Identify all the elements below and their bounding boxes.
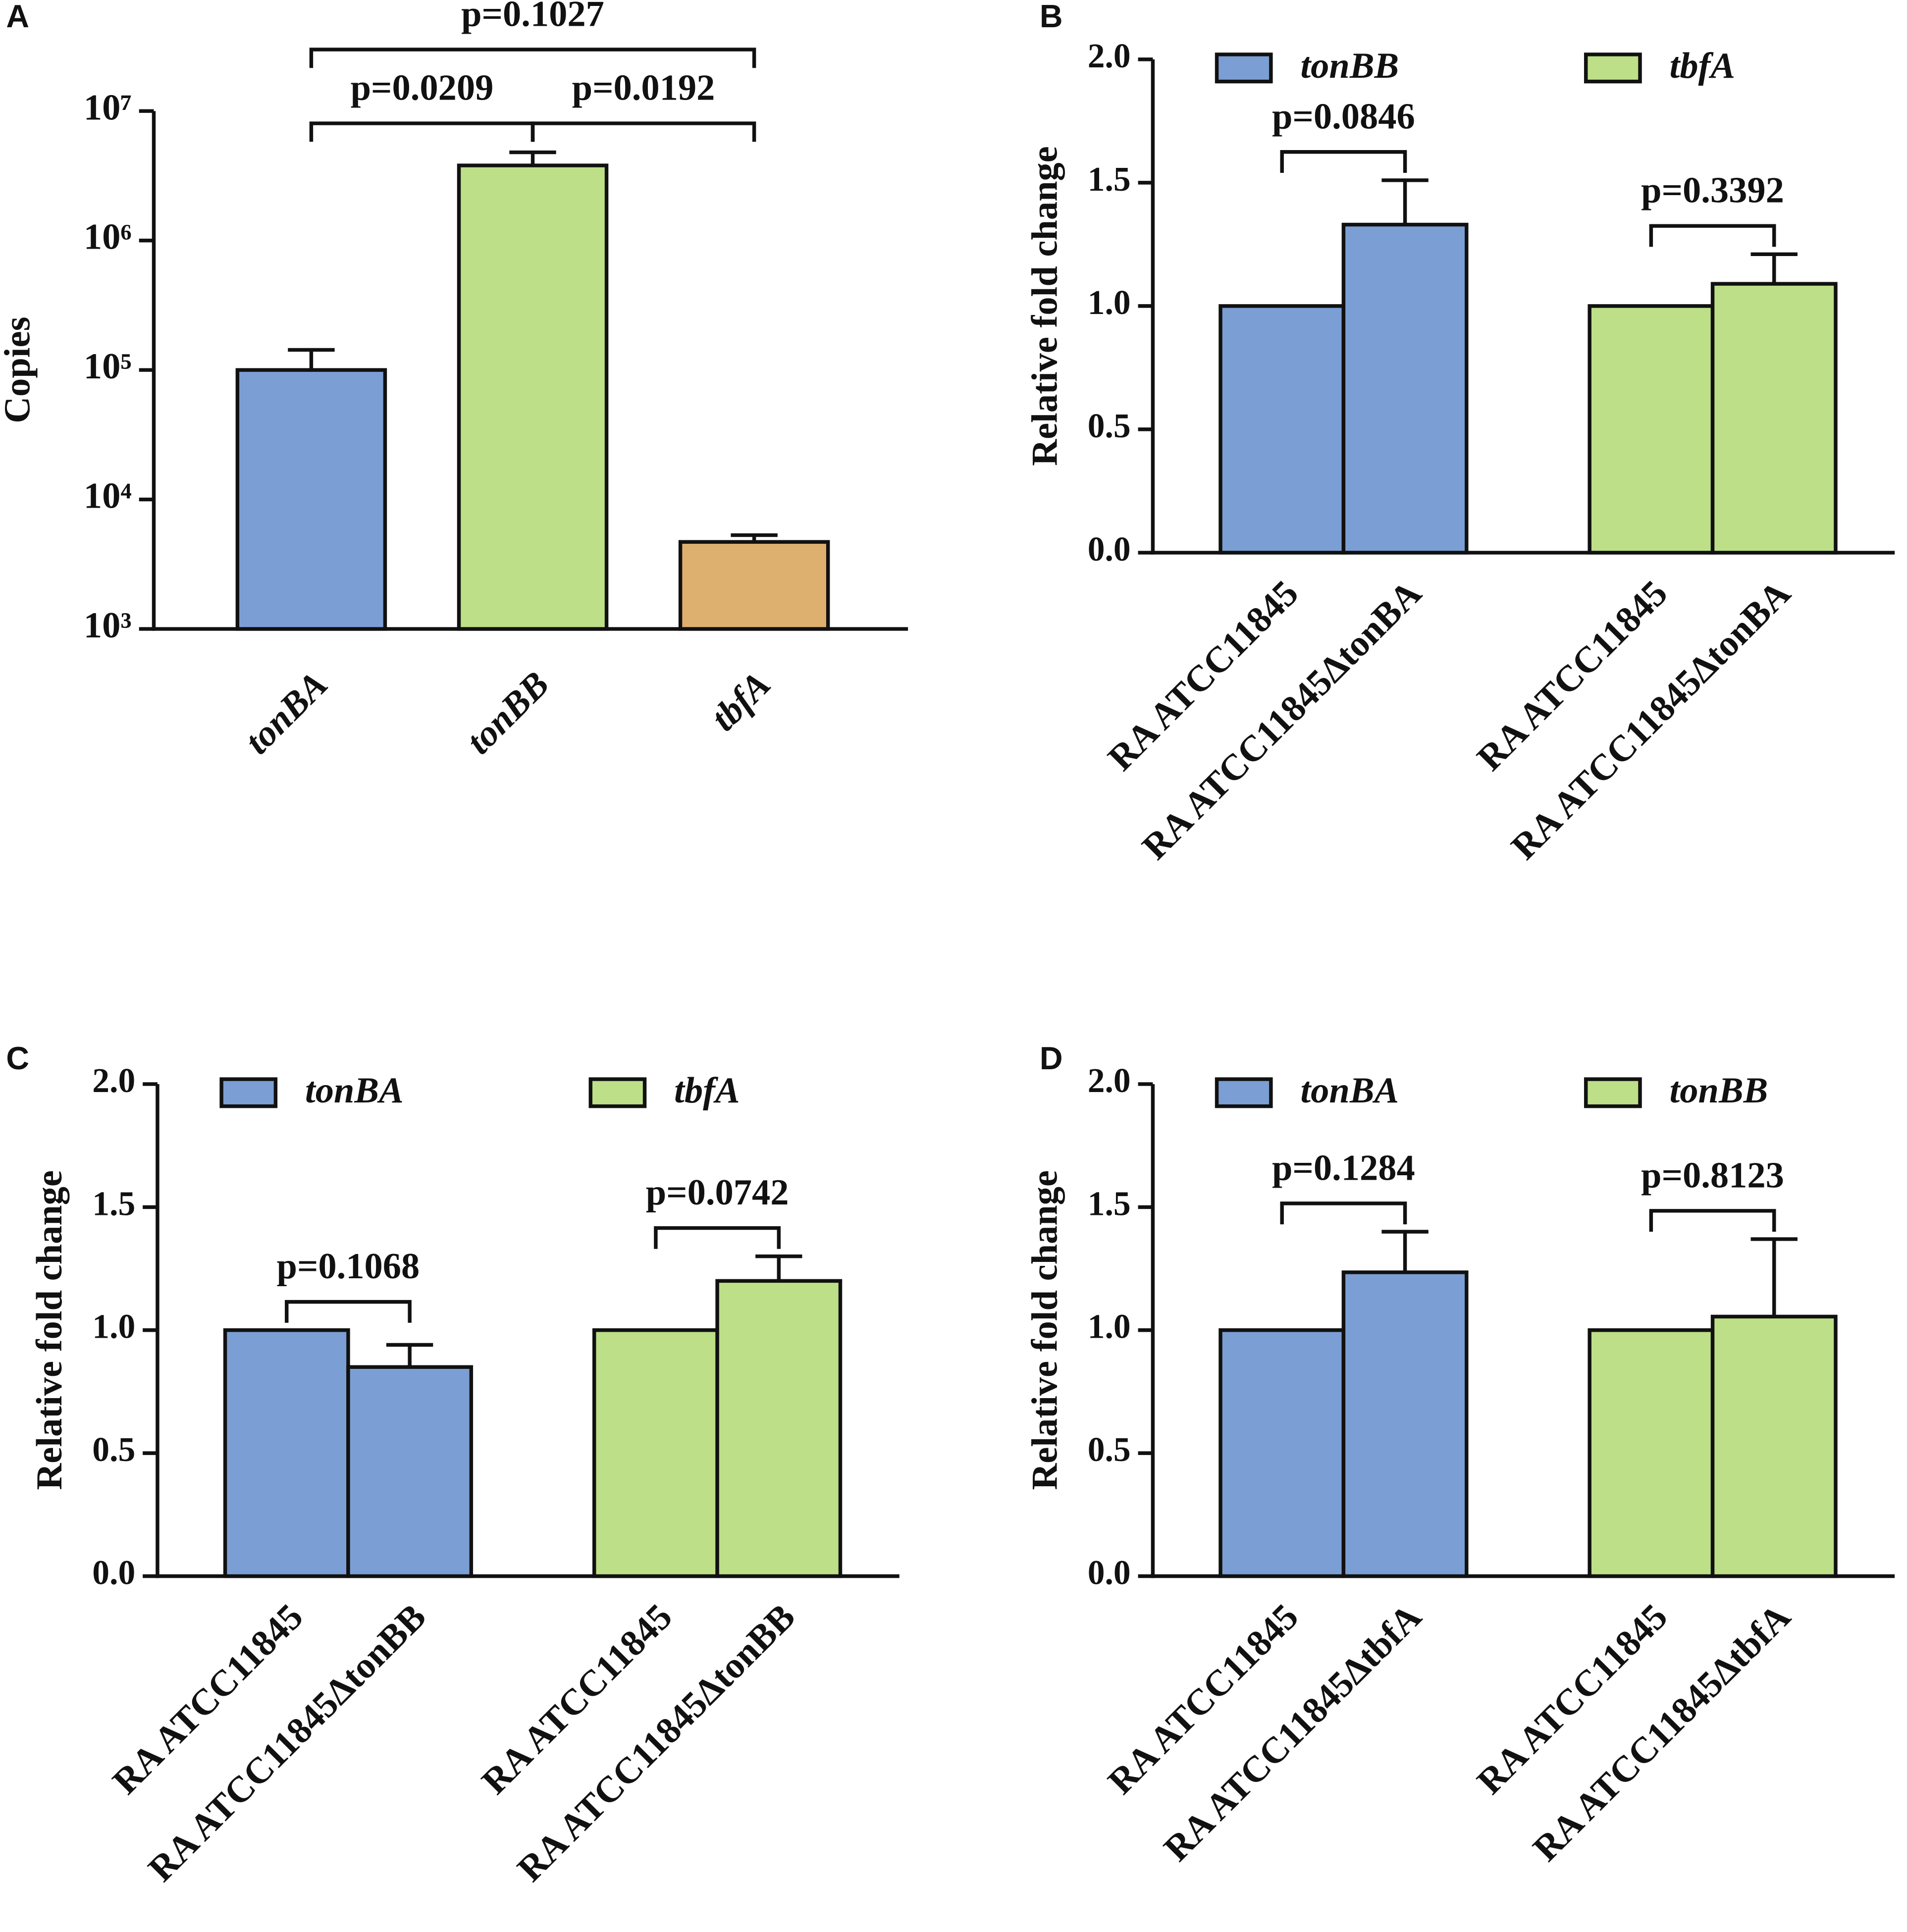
bar xyxy=(457,163,609,631)
y-tick-label: 0.5 xyxy=(1088,407,1131,445)
y-tick-label: 1.5 xyxy=(1088,1185,1131,1223)
panel-label: B xyxy=(1040,0,1063,34)
y-tick-label: 10⁶ xyxy=(84,217,132,258)
p-value: p=0.0846 xyxy=(1272,96,1415,137)
significance-bracket xyxy=(654,1226,781,1249)
p-value: p=0.1027 xyxy=(461,0,604,35)
p-value: p=0.1284 xyxy=(1272,1148,1415,1188)
legend-label: tbfA xyxy=(674,1070,740,1111)
legend-swatch xyxy=(219,1077,278,1108)
bar xyxy=(1218,1328,1346,1578)
significance-bracket xyxy=(309,121,535,142)
bar xyxy=(1710,1314,1838,1578)
y-tick-label: 0.0 xyxy=(92,1554,135,1592)
y-tick-label: 10⁵ xyxy=(84,346,132,387)
bar xyxy=(1588,304,1715,555)
significance-bracket xyxy=(309,48,756,68)
y-tick-label: 1.5 xyxy=(92,1185,135,1223)
panel-label: A xyxy=(6,0,29,34)
legend-swatch xyxy=(1215,52,1273,84)
significance-bracket xyxy=(1649,1209,1776,1232)
x-tick-label: tonBB xyxy=(459,664,557,762)
bar xyxy=(1710,282,1838,555)
p-value: p=0.0742 xyxy=(646,1172,789,1213)
plot: 0.0 0.5 1.0 1.5 2.0 Relative fold change CtonB… xyxy=(6,1041,900,1889)
bar xyxy=(235,368,387,631)
bar xyxy=(1341,222,1469,555)
significance-bracket xyxy=(285,1300,412,1323)
y-tick-label: 10³ xyxy=(84,605,132,646)
bar xyxy=(1341,1270,1469,1578)
y-tick-label: 0.5 xyxy=(92,1431,135,1469)
y-tick-label: 10⁷ xyxy=(84,87,132,128)
legend-label: tonBA xyxy=(1300,1070,1399,1111)
plot: 0.0 0.5 1.0 1.5 2.0 Relative fold change DtonB… xyxy=(1024,1041,1895,1869)
x-tick-label: tbfA xyxy=(703,664,779,739)
legend-label: tonBB xyxy=(1300,46,1399,86)
significance-bracket xyxy=(1280,150,1407,173)
legend-swatch xyxy=(1584,1077,1642,1108)
p-value: p=0.0192 xyxy=(572,68,715,108)
bar xyxy=(1218,304,1346,555)
legend-swatch xyxy=(588,1077,647,1108)
y-axis-label: Relative fold change xyxy=(1024,1170,1065,1490)
bar xyxy=(1588,1328,1715,1578)
p-value: p=0.0209 xyxy=(351,68,494,108)
significance-bracket xyxy=(530,121,756,142)
panel-label: C xyxy=(6,1041,29,1076)
y-axis-label: Relative fold change xyxy=(1024,146,1065,466)
y-axis-label: Relative fold change xyxy=(29,1170,70,1490)
y-axis-label: Copies xyxy=(0,316,38,423)
y-tick-label: 1.0 xyxy=(92,1308,135,1346)
y-tick-label: 0.5 xyxy=(1088,1431,1131,1469)
y-tick-label: 2.0 xyxy=(92,1062,135,1100)
plot: 0.0 0.5 1.0 1.5 2.0 Relative fold change BtonB… xyxy=(1024,0,1895,868)
bar xyxy=(715,1279,843,1578)
legend-label: tbfA xyxy=(1670,46,1735,86)
y-tick-label: 2.0 xyxy=(1088,1062,1131,1100)
y-tick-label: 0.0 xyxy=(1088,530,1131,569)
bar xyxy=(592,1328,719,1578)
significance-bracket xyxy=(1280,1201,1407,1225)
y-tick-label: 1.0 xyxy=(1088,1308,1131,1346)
legend-label: tonBB xyxy=(1670,1070,1768,1111)
x-tick-label: tonBA xyxy=(237,664,336,762)
legend-swatch xyxy=(1584,52,1642,84)
y-tick-label: 10⁴ xyxy=(84,476,132,517)
bar xyxy=(223,1328,350,1578)
p-value: p=0.8123 xyxy=(1641,1155,1784,1196)
y-tick-label: 0.0 xyxy=(1088,1554,1131,1592)
legend-label: tonBA xyxy=(305,1070,404,1111)
panel-label: D xyxy=(1040,1041,1063,1076)
y-tick-label: 1.0 xyxy=(1088,284,1131,322)
p-value: p=0.1068 xyxy=(277,1246,420,1287)
y-tick-label: 1.5 xyxy=(1088,160,1131,199)
bar xyxy=(346,1365,474,1578)
legend-swatch xyxy=(1215,1077,1273,1108)
y-tick-label: 2.0 xyxy=(1088,37,1131,75)
p-value: p=0.3392 xyxy=(1641,170,1784,211)
significance-bracket xyxy=(1649,224,1776,247)
bar xyxy=(678,540,830,631)
